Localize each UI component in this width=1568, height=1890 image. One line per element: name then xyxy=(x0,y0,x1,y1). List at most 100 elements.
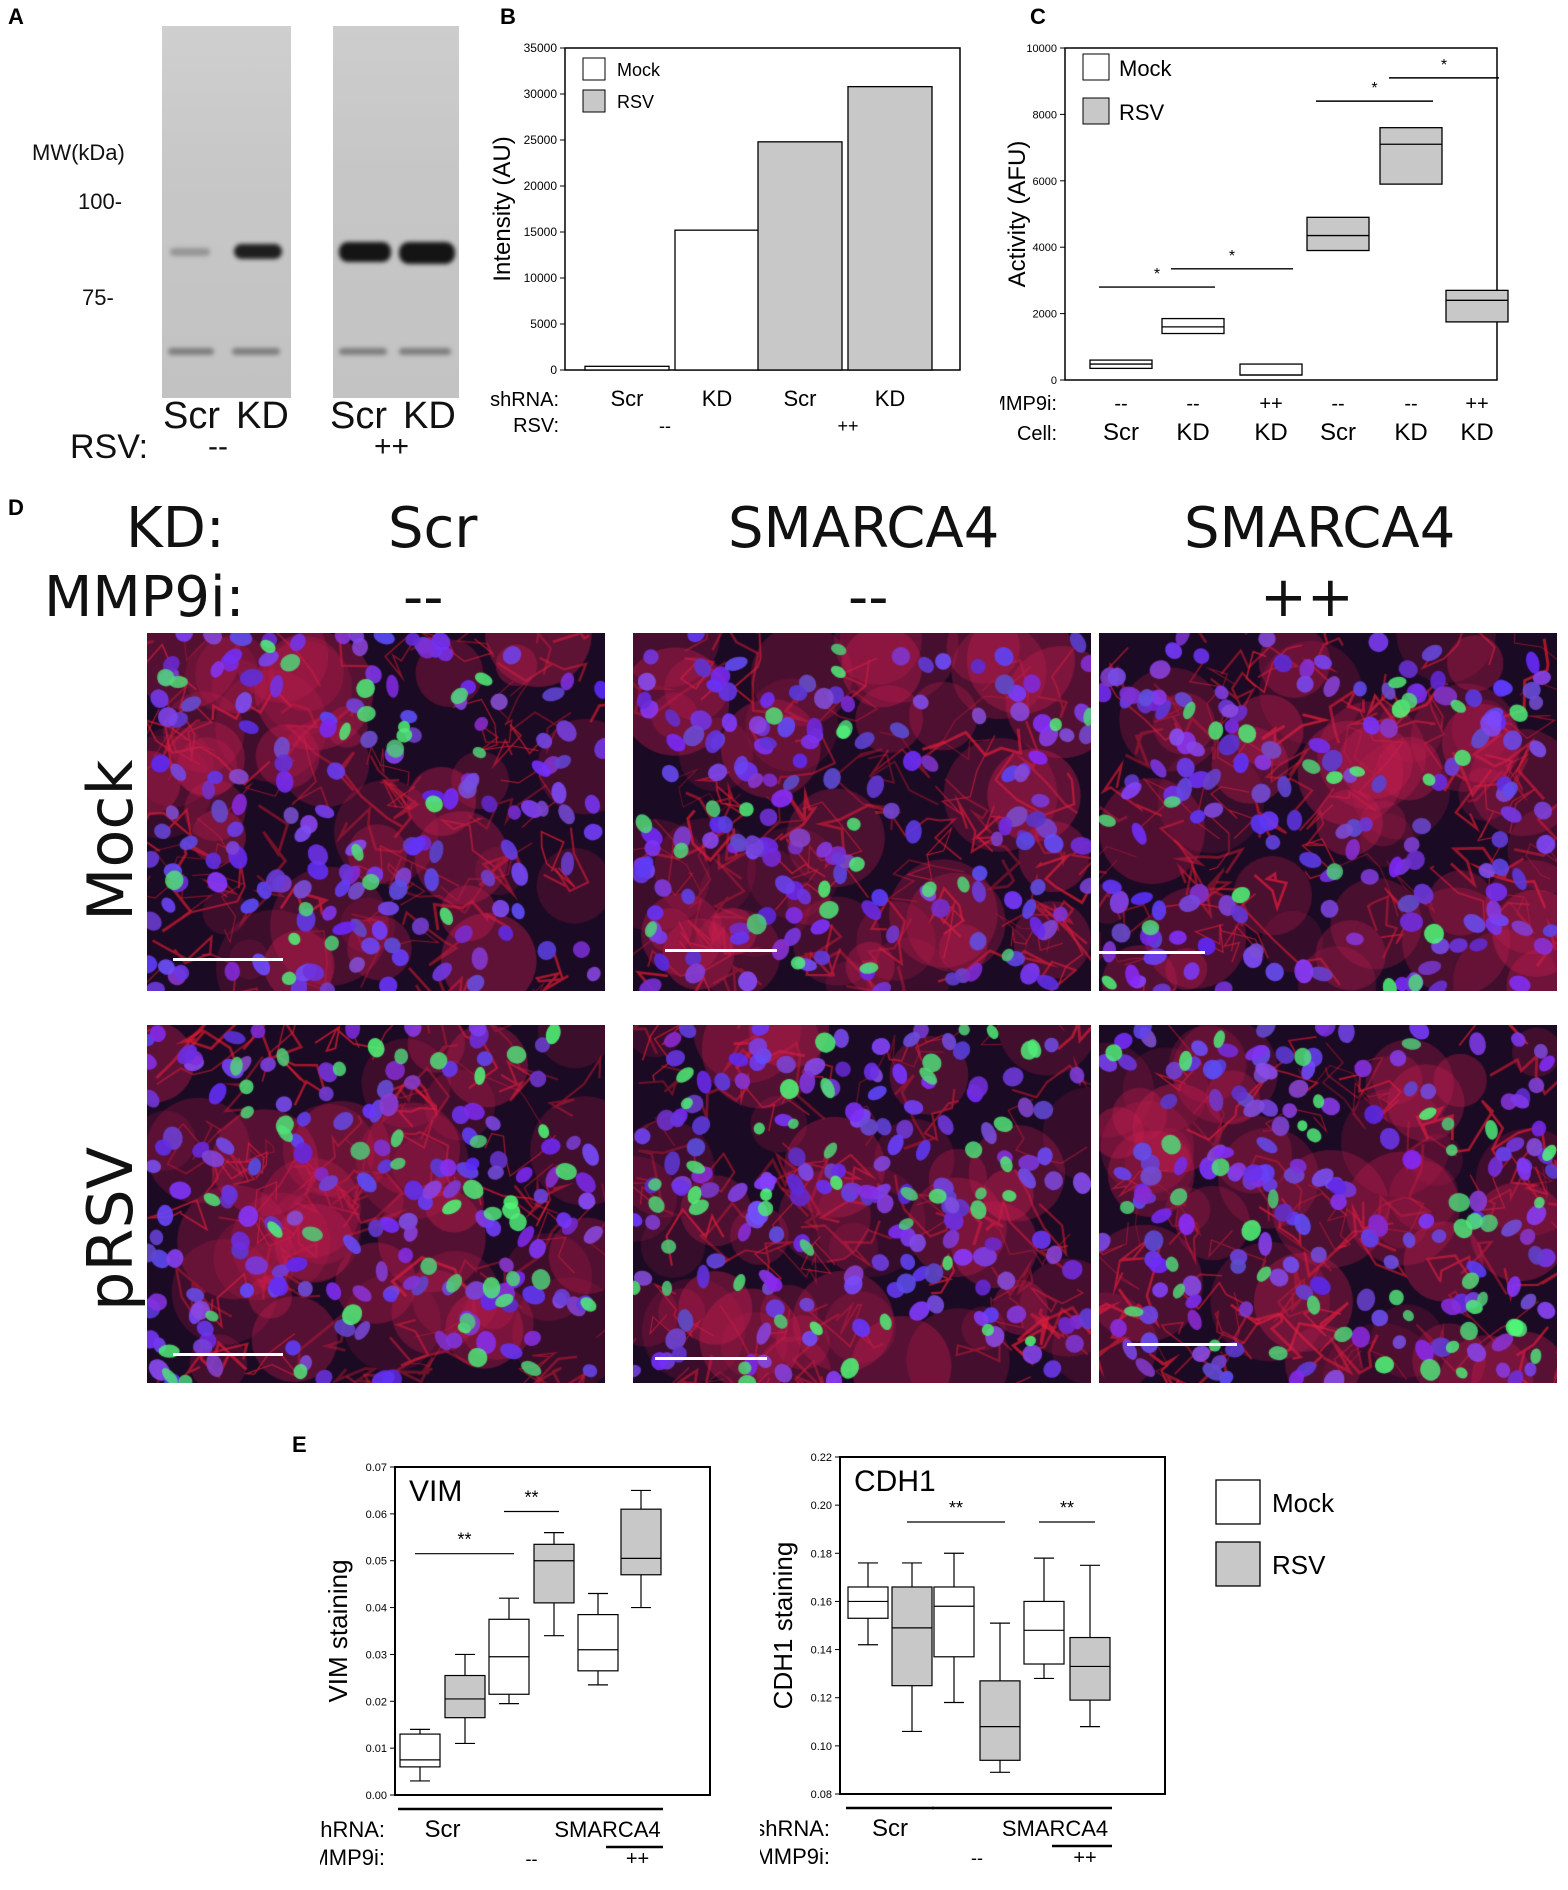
intensity-bar-chart: 0 5000 10000 15000 20000 25000 30000 35000 Inten… xyxy=(489,41,961,437)
cell-value: Scr xyxy=(1103,419,1139,446)
row-label-prsv: pRSV xyxy=(74,1146,147,1311)
panel-letter-b: B xyxy=(500,4,516,29)
legend-swatch-rsv xyxy=(582,89,606,113)
shrna-value: Scr xyxy=(425,1816,461,1843)
cell-value: KD xyxy=(1254,419,1287,446)
significance-star: ** xyxy=(524,1488,538,1508)
scale-bar xyxy=(1127,1343,1237,1346)
blot-band-loading xyxy=(232,348,280,355)
significance-star: * xyxy=(1441,57,1447,74)
y-tick-label: 0.08 xyxy=(811,1789,832,1801)
rsv-value: -- xyxy=(208,430,228,463)
box xyxy=(1445,289,1509,323)
bar xyxy=(674,229,760,371)
x-tick-label: KD xyxy=(875,386,906,411)
cdh1-box-chart: 0.08 0.10 0.12 0.14 0.16 0.18 0.20 0.22 CDH1 sta… xyxy=(760,1452,1166,1869)
y-tick-label: 0.03 xyxy=(366,1649,387,1661)
significance-star: * xyxy=(1229,248,1235,265)
mmp9i-value: ++ xyxy=(1259,393,1282,415)
micrograph-mock-scr xyxy=(147,633,605,991)
mmp9i-value: ++ xyxy=(1073,1847,1096,1869)
mmp9i-value: ++ xyxy=(626,1848,649,1870)
shrna-row-label: shRNA: xyxy=(760,1816,830,1841)
box xyxy=(1069,1636,1111,1701)
micrograph-prsv-smarca4 xyxy=(633,1025,1091,1383)
blot-band-loading xyxy=(399,348,451,355)
y-tick-label: 25000 xyxy=(524,133,558,147)
y-tick-label: 15000 xyxy=(524,225,558,239)
rsv-value: ++ xyxy=(374,430,410,463)
box xyxy=(533,1543,575,1604)
mmp9i-value: -- xyxy=(1114,393,1127,415)
y-tick-label: 4000 xyxy=(1033,242,1057,254)
cell-value: KD xyxy=(1460,419,1493,446)
legend-label-mock: Mock xyxy=(1119,56,1173,81)
y-tick-label: 30000 xyxy=(524,87,558,101)
panel-letter-c: C xyxy=(1030,4,1046,29)
legend-swatch-rsv xyxy=(1082,97,1110,125)
box xyxy=(1023,1600,1065,1665)
panel-letter-e: E xyxy=(292,1432,307,1457)
y-tick-label: 10000 xyxy=(524,271,558,285)
mmp9i-value: -- xyxy=(526,1849,538,1869)
column-kd-smarca4-mmp: SMARCA4 xyxy=(1184,496,1456,561)
mmp9i-value: ++ xyxy=(1465,393,1488,415)
y-tick-label: 8000 xyxy=(1033,109,1057,121)
y-axis-label: Activity (AFU) xyxy=(1004,141,1031,288)
shrna-value: Scr xyxy=(872,1815,908,1842)
box xyxy=(1161,317,1225,335)
micrograph-canvas xyxy=(147,633,605,991)
micrograph-canvas xyxy=(1099,1025,1557,1383)
shrna-value: SMARCA4 xyxy=(554,1817,660,1842)
column-mmp-scr: -- xyxy=(403,565,444,630)
box xyxy=(847,1586,889,1619)
legend-swatch-mock xyxy=(1215,1479,1261,1525)
box xyxy=(620,1508,662,1576)
legend-swatch-mock xyxy=(1082,53,1110,81)
legend-swatch-rsv xyxy=(1215,1541,1261,1587)
scale-bar xyxy=(173,958,283,961)
mw-label: MW(kDa) xyxy=(32,140,125,165)
mmp9i-value: -- xyxy=(971,1848,983,1868)
y-axis-label: CDH1 staining xyxy=(768,1542,798,1710)
scale-bar xyxy=(173,1353,283,1356)
vim-box-chart: 0.00 0.01 0.02 0.03 0.04 0.05 0.06 0.07 VIM stai… xyxy=(320,1462,711,1870)
scale-bar xyxy=(655,1357,767,1360)
cell-value: KD xyxy=(1176,419,1209,446)
legend-label-rsv: RSV xyxy=(1119,100,1165,125)
significance-star: * xyxy=(1154,266,1160,283)
mmp9i-row-label: MMP9i: xyxy=(320,1845,385,1870)
shrna-row-label: shRNA: xyxy=(320,1817,385,1842)
cell-value: KD xyxy=(1394,419,1427,446)
shrna-row-label: shRNA: xyxy=(490,389,559,411)
blot-band-faint xyxy=(170,248,210,256)
mmp9i-row-label: MMP9i: xyxy=(1000,393,1057,415)
column-kd-scr: Scr xyxy=(388,496,478,561)
lane-label: KD xyxy=(403,395,456,437)
y-tick-label: 0.16 xyxy=(811,1596,832,1608)
micrograph-canvas xyxy=(633,1025,1091,1383)
box xyxy=(979,1680,1021,1761)
legend-label-mock: Mock xyxy=(1272,1488,1335,1518)
legend-swatch-mock xyxy=(582,57,606,81)
significance-star: ** xyxy=(457,1530,471,1550)
box xyxy=(399,1733,441,1768)
rsv-row-label: RSV: xyxy=(513,415,559,437)
lane-label: Scr xyxy=(330,395,387,437)
micrograph-canvas xyxy=(633,633,1091,991)
mmp9i-value: -- xyxy=(1404,393,1417,415)
y-tick-label: 0.01 xyxy=(366,1743,387,1755)
cell-value: Scr xyxy=(1320,419,1356,446)
y-tick-label: 6000 xyxy=(1033,176,1057,188)
y-tick-label: 0.22 xyxy=(811,1452,832,1464)
y-tick-label: 0.06 xyxy=(366,1509,387,1521)
shrna-value: SMARCA4 xyxy=(1002,1816,1108,1841)
panel-letter-d: D xyxy=(8,495,24,520)
cell-row-label: Cell: xyxy=(1017,423,1057,445)
x-tick-label: KD xyxy=(702,386,733,411)
plot-frame xyxy=(839,1456,1166,1795)
marker-75: 75- xyxy=(82,285,114,310)
chart-title: CDH1 xyxy=(854,1465,936,1498)
x-tick-label: Scr xyxy=(611,386,644,411)
y-tick-label: 0.20 xyxy=(811,1500,832,1512)
